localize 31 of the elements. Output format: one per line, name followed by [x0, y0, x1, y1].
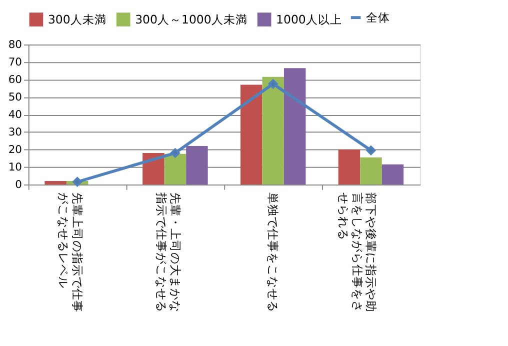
legend-label: 1000人以上 [276, 12, 342, 26]
bar [44, 180, 66, 184]
bar [164, 154, 186, 184]
legend-label: 300人未満 [48, 12, 106, 26]
point [170, 148, 180, 158]
bar [186, 146, 208, 184]
bar [382, 164, 404, 184]
y-tick-label: 70 [8, 55, 22, 68]
point [72, 177, 82, 187]
y-tick-label: 20 [8, 142, 22, 156]
point [366, 146, 376, 156]
y-tick-label: 80 [8, 38, 22, 51]
bar [262, 76, 284, 184]
y-tick-label: 10 [8, 160, 22, 174]
bar [142, 152, 164, 184]
bar [240, 84, 262, 184]
legend-label: 300人～1000人未満 [135, 12, 248, 26]
y-tick-label: 60 [8, 72, 22, 86]
bar [338, 149, 360, 184]
y-tick-label: 40 [8, 108, 22, 121]
bar [284, 68, 306, 184]
bar [360, 157, 382, 184]
x-tick-label: 先輩・上司の大まかな指示で仕事がこなせる [154, 191, 182, 312]
x-tick-label: 先輩上司の指示で仕事がこなせるレベル [56, 192, 84, 312]
point [268, 79, 278, 89]
x-tick-label: 単独で仕事をこなせる [266, 192, 280, 312]
y-tick-label: 50 [8, 90, 22, 104]
x-tick-label: 部下や後輩に指示や助言をしながら仕事をさせられる [336, 192, 378, 312]
y-tick-label: 0 [15, 178, 22, 191]
y-tick-label: 30 [8, 125, 22, 138]
legend-label: 全体 [366, 10, 390, 25]
